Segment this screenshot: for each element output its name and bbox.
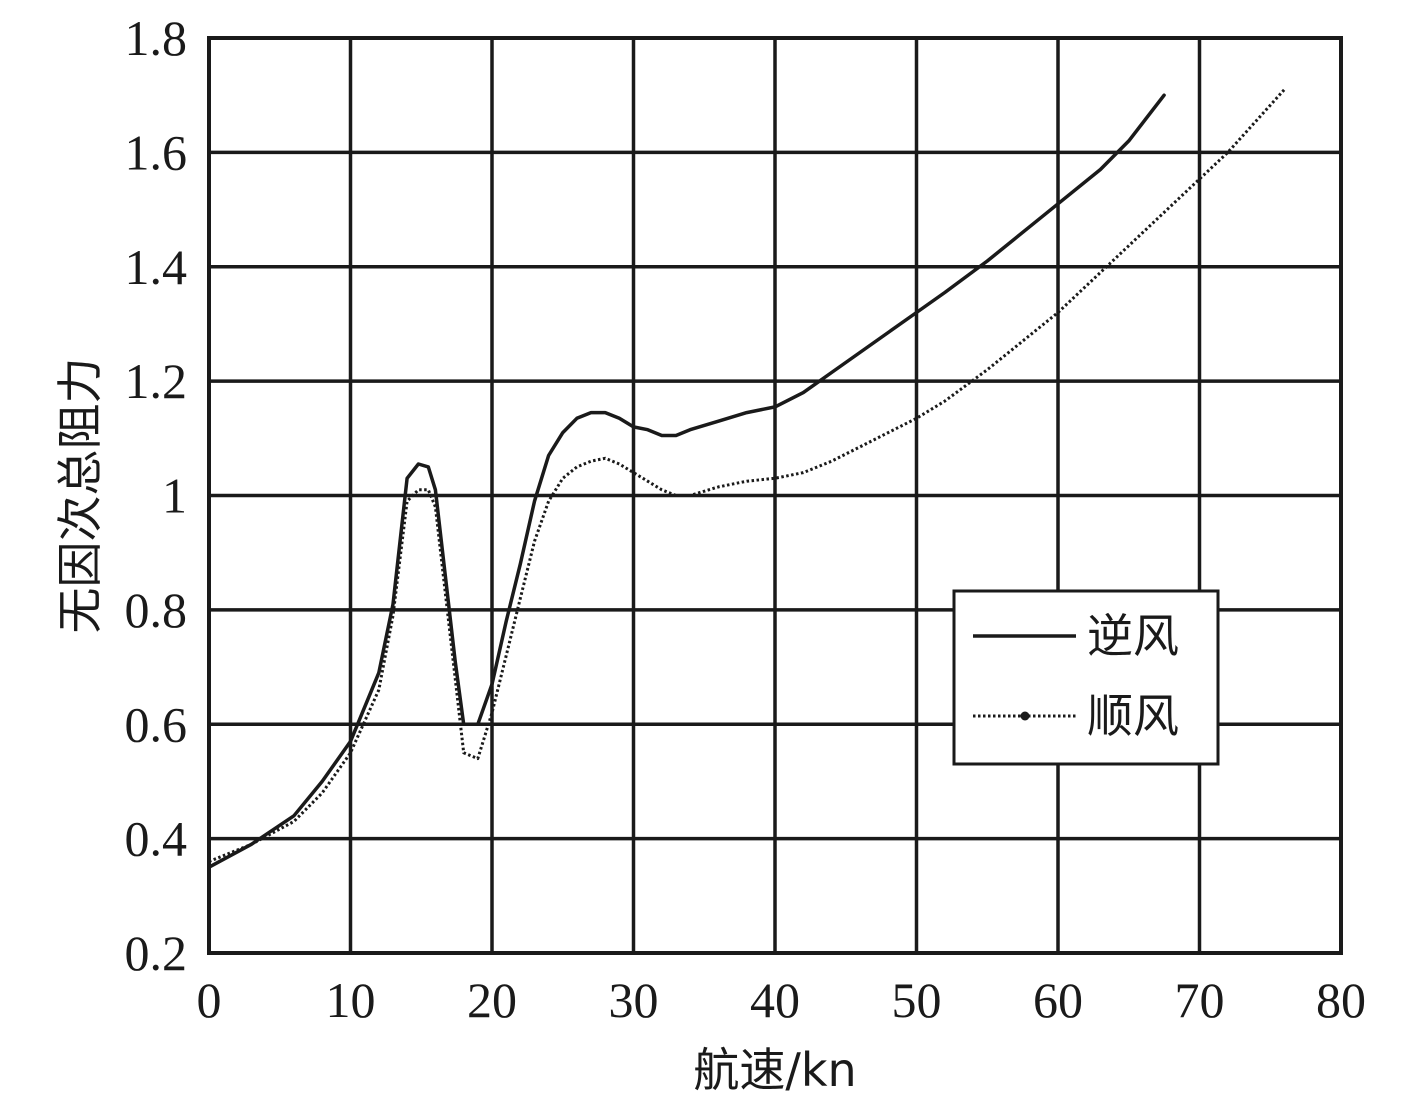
series-layer (207, 88, 1286, 869)
x-tick-label: 50 (892, 972, 942, 1028)
x-tick-label: 40 (750, 972, 800, 1028)
legend-label-tailwind: 顺风 (1087, 689, 1179, 743)
legend-label-headwind: 逆风 (1087, 609, 1179, 663)
x-tick-label: 30 (609, 972, 659, 1028)
y-tick-label: 0.8 (125, 582, 188, 638)
y-axis-title: 无因次总阻力 (53, 358, 107, 634)
legend: 逆风 顺风 (952, 589, 1220, 766)
x-tick-label: 70 (1175, 972, 1225, 1028)
y-tick-label: 1.6 (125, 124, 188, 180)
y-tick-label: 1.4 (125, 239, 188, 295)
y-tick-label: 0.4 (125, 811, 188, 867)
x-tick-label: 20 (467, 972, 517, 1028)
y-tick-label: 0.2 (125, 925, 188, 981)
y-tick-labels: 0.2 0.4 0.6 0.8 1 1.2 1.4 1.6 1.8 (125, 10, 188, 981)
y-tick-label: 1.8 (125, 10, 188, 66)
legend-box (952, 589, 1220, 766)
y-tick-label: 1 (162, 468, 187, 524)
legend-marker-tailwind (1020, 711, 1030, 721)
series-line-tailwind (208, 88, 1286, 863)
x-tick-label: 80 (1316, 972, 1366, 1028)
grid (207, 36, 1343, 955)
x-tick-labels: 0 10 20 30 40 50 60 70 80 (197, 972, 1367, 1028)
plot-frame (207, 36, 1343, 955)
y-tick-label: 1.2 (125, 353, 188, 409)
y-tick-label: 0.6 (125, 696, 188, 752)
series-line-headwind (207, 93, 1166, 869)
x-tick-label: 10 (326, 972, 376, 1028)
x-axis-title: 航速/kn (693, 1043, 856, 1097)
x-tick-label: 0 (197, 972, 222, 1028)
x-tick-label: 60 (1033, 972, 1083, 1028)
